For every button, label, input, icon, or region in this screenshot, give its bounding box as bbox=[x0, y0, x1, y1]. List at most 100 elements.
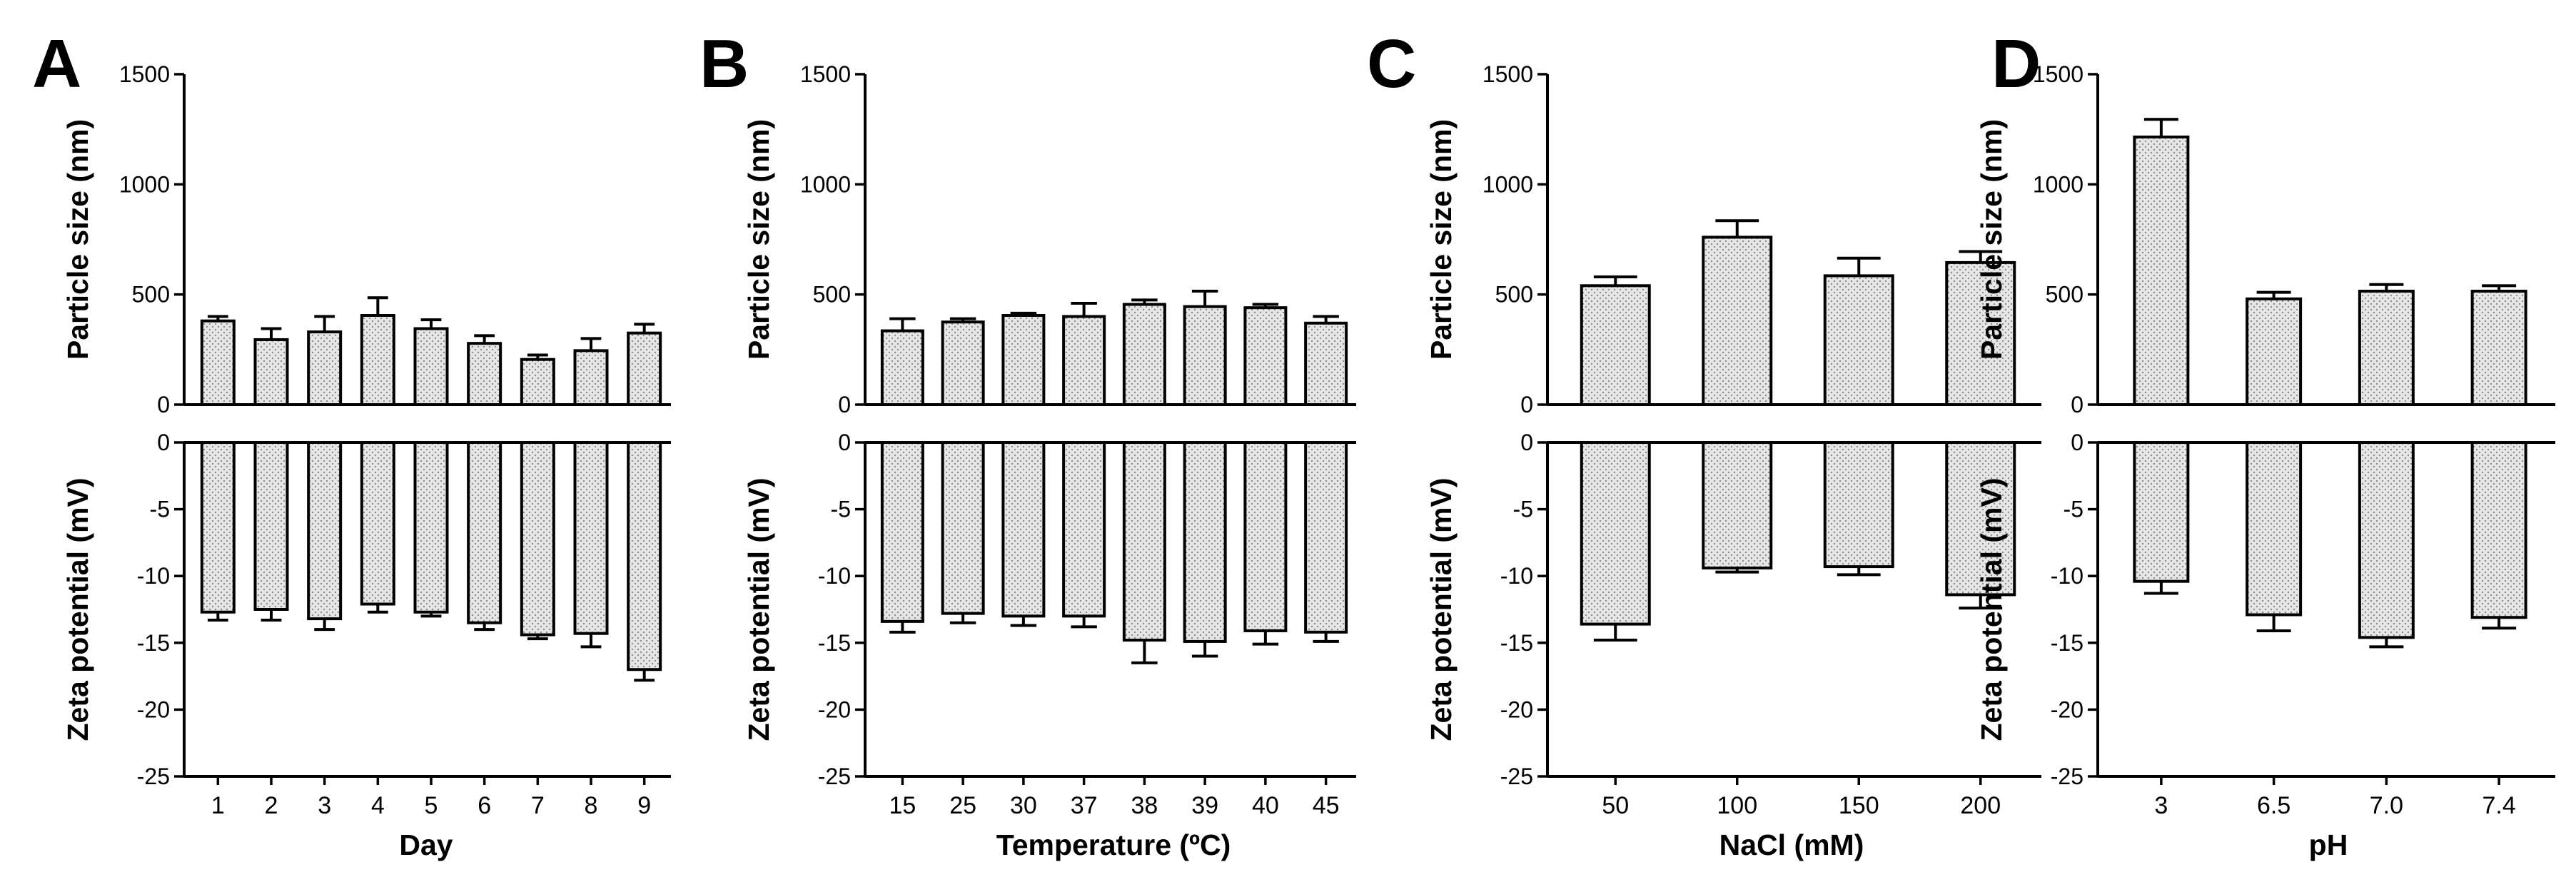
bottom-y-tick-label: -20 bbox=[137, 696, 170, 722]
top-y-tick-label: 1000 bbox=[119, 171, 170, 197]
panel-c: C 0 500 1000 1500 Particle size (nm) 0 -5 -10 -15… bbox=[1367, 26, 2041, 861]
x-tick-label: 5 bbox=[425, 792, 438, 819]
x-tick-label: 40 bbox=[1252, 792, 1279, 819]
bottom-y-tick-label: -5 bbox=[831, 497, 851, 522]
panel-letter: C bbox=[1367, 26, 1416, 102]
bottom-y-tick-label: -15 bbox=[818, 630, 851, 656]
top-y-tick-label: 500 bbox=[813, 282, 851, 308]
bottom-bar bbox=[2470, 441, 2527, 619]
top-y-tick-label: 0 bbox=[838, 392, 851, 417]
top-y-tick-label: 1500 bbox=[1483, 61, 1533, 87]
top-bar bbox=[1001, 313, 1046, 406]
top-y-tick-label: 0 bbox=[157, 392, 170, 417]
top-bar bbox=[1945, 260, 2016, 406]
top-bar bbox=[941, 320, 985, 406]
bottom-y-tick-label: -20 bbox=[1500, 696, 1533, 722]
top-y-tick-label: 1000 bbox=[800, 171, 851, 197]
top-bar bbox=[1580, 284, 1651, 406]
top-bar bbox=[1062, 315, 1106, 406]
top-bar bbox=[307, 330, 343, 407]
x-tick-label: 4 bbox=[371, 792, 385, 819]
bottom-y-tick-label: -25 bbox=[2051, 764, 2083, 789]
top-y-tick-label: 0 bbox=[1520, 392, 1533, 417]
x-tick-label: 6 bbox=[478, 792, 491, 819]
bottom-bar bbox=[1702, 441, 1773, 569]
bottom-y-tick-label: 0 bbox=[838, 430, 851, 455]
top-bar bbox=[360, 313, 395, 406]
bottom-y-tick-label: 0 bbox=[157, 430, 170, 455]
bottom-bar bbox=[2246, 441, 2303, 617]
bottom-bar bbox=[253, 441, 289, 611]
x-tick-label: 7.4 bbox=[2482, 792, 2515, 819]
bottom-y-tick-label: -5 bbox=[1513, 497, 1533, 522]
bottom-bar bbox=[1183, 441, 1227, 643]
panel-letter: A bbox=[32, 26, 81, 102]
top-y-tick-label: 500 bbox=[1495, 282, 1533, 308]
bottom-y-tick-label: 0 bbox=[1520, 430, 1533, 455]
bottom-y-tick-label: -25 bbox=[818, 764, 851, 789]
bottom-y-tick-label: -10 bbox=[1500, 563, 1533, 589]
top-bar bbox=[1702, 235, 1773, 406]
bottom-bar bbox=[467, 441, 502, 624]
top-bar bbox=[2246, 297, 2303, 406]
top-y-axis-title: Particle size (nm) bbox=[1975, 119, 2008, 360]
bottom-bar bbox=[2358, 441, 2415, 639]
x-tick-label: 39 bbox=[1191, 792, 1218, 819]
bottom-bar bbox=[200, 441, 236, 614]
bottom-bar bbox=[1001, 441, 1046, 618]
top-y-tick-label: 0 bbox=[2071, 392, 2083, 417]
bottom-bar bbox=[1243, 441, 1288, 632]
bottom-bar bbox=[573, 441, 609, 635]
bottom-bar bbox=[1062, 441, 1106, 618]
top-bar bbox=[1243, 306, 1288, 407]
x-tick-label: 6.5 bbox=[2257, 792, 2290, 819]
x-axis-title: Day bbox=[399, 828, 453, 861]
x-tick-label: 25 bbox=[949, 792, 976, 819]
x-tick-label: 38 bbox=[1131, 792, 1158, 819]
x-tick-label: 100 bbox=[1717, 792, 1757, 819]
top-bar bbox=[2470, 290, 2527, 406]
bottom-y-tick-label: -20 bbox=[818, 696, 851, 722]
x-tick-label: 45 bbox=[1313, 792, 1340, 819]
x-tick-label: 8 bbox=[585, 792, 598, 819]
bottom-y-tick-label: -15 bbox=[1500, 630, 1533, 656]
bottom-y-axis-title: Zeta potential (mV) bbox=[1975, 477, 2008, 741]
panel-letter: B bbox=[699, 26, 749, 102]
bottom-y-axis-title: Zeta potential (mV) bbox=[61, 477, 94, 741]
bottom-y-tick-label: -10 bbox=[137, 563, 170, 589]
bottom-y-tick-label: -10 bbox=[818, 563, 851, 589]
top-bar bbox=[2358, 290, 2415, 406]
bottom-y-tick-label: -20 bbox=[2051, 696, 2083, 722]
panel-letter: D bbox=[1991, 26, 2041, 102]
x-axis-title: pH bbox=[2309, 828, 2348, 861]
top-bar bbox=[520, 358, 555, 406]
x-tick-label: 3 bbox=[318, 792, 331, 819]
top-y-tick-label: 500 bbox=[132, 282, 170, 308]
top-bar bbox=[2133, 135, 2190, 406]
top-bar bbox=[1304, 321, 1348, 406]
top-bar bbox=[1183, 305, 1227, 407]
bottom-bar bbox=[880, 441, 924, 623]
panel-d: D 0 500 1000 1500 Particle size (nm) 0 -5 -10 -15… bbox=[1975, 26, 2555, 861]
top-y-tick-label: 1500 bbox=[2033, 61, 2083, 87]
top-bar bbox=[880, 329, 924, 407]
bottom-y-tick-label: -25 bbox=[137, 764, 170, 789]
top-y-axis-title: Particle size (nm) bbox=[742, 119, 775, 360]
top-bar bbox=[1823, 274, 1894, 406]
bottom-bar bbox=[1823, 441, 1894, 569]
panel-b: B 0 500 1000 1500 Particle size (nm) 0 -5 -10 -15… bbox=[699, 26, 1356, 861]
top-y-tick-label: 1500 bbox=[800, 61, 851, 87]
bottom-bar bbox=[2133, 441, 2190, 583]
bottom-bar bbox=[627, 441, 662, 671]
x-tick-label: 37 bbox=[1071, 792, 1098, 819]
x-tick-label: 9 bbox=[637, 792, 651, 819]
bottom-y-tick-label: -5 bbox=[2064, 497, 2083, 522]
bottom-y-axis-title: Zeta potential (mV) bbox=[1425, 477, 1458, 741]
x-tick-label: 1 bbox=[211, 792, 225, 819]
bottom-bar bbox=[941, 441, 985, 615]
x-tick-label: 200 bbox=[1960, 792, 2001, 819]
bottom-bar bbox=[360, 441, 395, 606]
top-bar bbox=[253, 338, 289, 406]
bottom-bar bbox=[413, 441, 449, 614]
